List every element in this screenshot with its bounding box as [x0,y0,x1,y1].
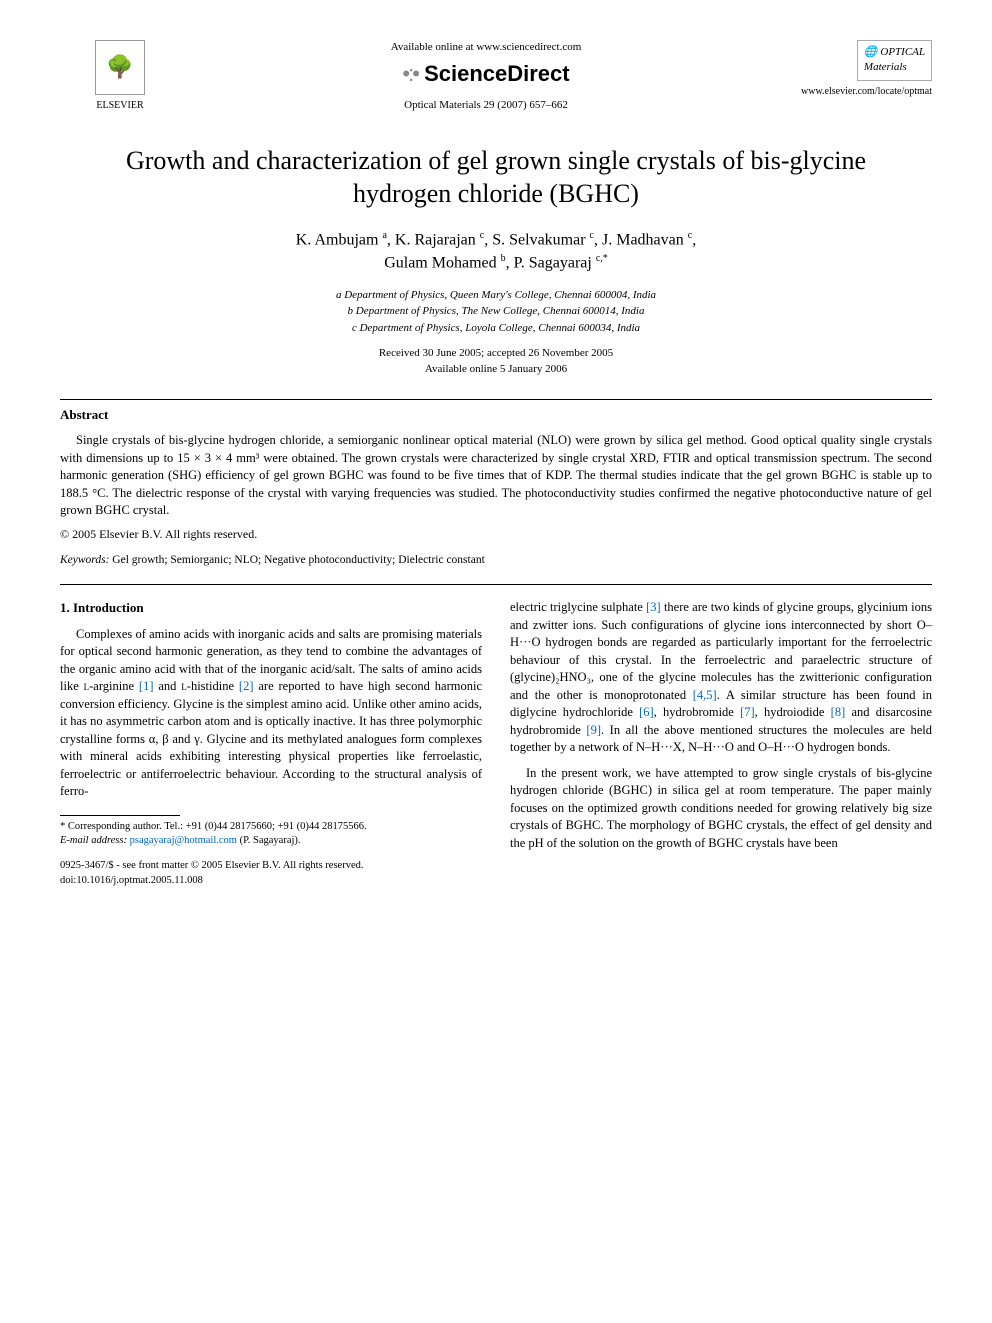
sd-dots-icon: •:• [402,61,418,86]
journal-logo-line2: Materials [864,61,907,73]
email-link[interactable]: psagayaraj@hotmail.com [130,835,237,846]
doi-block: 0925-3467/$ - see front matter © 2005 El… [60,859,482,888]
journal-logo-block: 🌐 OPTICAL Materials www.elsevier.com/loc… [792,40,932,99]
article-title: Growth and characterization of gel grown… [100,144,892,212]
affiliation-c: c Department of Physics, Loyola College,… [60,320,932,337]
intro-p2-right: In the present work, we have attempted t… [510,765,932,853]
email-line: E-mail address: psagayaraj@hotmail.com (… [60,834,482,849]
doi-line: doi:10.1016/j.optmat.2005.11.008 [60,874,482,889]
journal-citation: Optical Materials 29 (2007) 657–662 [180,98,792,113]
sciencedirect-logo: •:• ScienceDirect [180,59,792,90]
text-frag: and [153,679,181,693]
text-frag: electric triglycine sulphate [510,600,646,614]
left-column: 1. Introduction Complexes of amino acids… [60,599,482,888]
abstract-body: Single crystals of bis-glycine hydrogen … [60,432,932,520]
corresponding-author-footnote: * Corresponding author. Tel.: +91 (0)44 … [60,820,482,849]
affiliation-a: a Department of Physics, Queen Mary's Co… [60,287,932,304]
article-dates: Received 30 June 2005; accepted 26 Novem… [60,346,932,377]
affiliation-b: b Department of Physics, The New College… [60,303,932,320]
body-columns: 1. Introduction Complexes of amino acids… [60,599,932,888]
front-matter-line: 0925-3467/$ - see front matter © 2005 El… [60,859,482,874]
ref-link-8[interactable]: [8] [831,705,846,719]
ref-link-1[interactable]: [1] [139,679,154,693]
text-frag: , hydrobromide [654,705,740,719]
keywords-label: Keywords: [60,554,109,566]
affiliations: a Department of Physics, Queen Mary's Co… [60,287,932,337]
ref-link-2[interactable]: [2] [239,679,254,693]
right-column: electric triglycine sulphate [3] there a… [510,599,932,888]
available-online-text: Available online at www.sciencedirect.co… [180,40,792,55]
corr-author-line: * Corresponding author. Tel.: +91 (0)44 … [60,820,482,835]
text-frag: , hydroiodide [755,705,831,719]
page-header: 🌳 ELSEVIER Available online at www.scien… [60,40,932,114]
ref-link-6[interactable]: [6] [639,705,654,719]
email-label: E-mail address: [60,835,127,846]
available-online: Available online 5 January 2006 [60,362,932,377]
abstract-copyright: © 2005 Elsevier B.V. All rights reserved… [60,526,932,543]
intro-p1-right: electric triglycine sulphate [3] there a… [510,599,932,757]
abstract-heading: Abstract [60,406,932,424]
journal-logo-line1: OPTICAL [880,46,925,58]
intro-p1-left: Complexes of amino acids with inorganic … [60,626,482,801]
globe-icon: 🌐 [864,46,878,58]
sd-brand-text: ScienceDirect [424,61,570,86]
publisher-logo-block: 🌳 ELSEVIER [60,40,180,113]
footnote-rule [60,815,180,816]
ref-link-7[interactable]: [7] [740,705,755,719]
email-person: (P. Sagayaraj). [240,835,301,846]
text-frag: there are two kinds of glycine groups, g… [510,600,932,702]
keywords-text: Gel growth; Semiorganic; NLO; Negative p… [112,554,485,566]
ref-link-9[interactable]: [9] [586,723,601,737]
elsevier-tree-icon: 🌳 [95,40,145,95]
keywords-line: Keywords: Gel growth; Semiorganic; NLO; … [60,552,932,568]
locate-url: www.elsevier.com/locate/optmat [792,85,932,99]
text-frag: are reported to have high second harmoni… [60,679,482,798]
elsevier-logo: 🌳 ELSEVIER [60,40,180,113]
intro-heading: 1. Introduction [60,599,482,617]
ref-link-3[interactable]: [3] [646,600,661,614]
divider-bottom [60,584,932,585]
received-accepted: Received 30 June 2005; accepted 26 Novem… [60,346,932,361]
text-frag: -arginine [89,679,139,693]
ref-link-45[interactable]: [4,5] [693,688,717,702]
divider-top [60,399,932,400]
author-list: K. Ambujam a, K. Rajarajan c, S. Selvaku… [60,229,932,274]
optical-materials-logo: 🌐 OPTICAL Materials [857,40,932,81]
text-frag: -histidine [187,679,239,693]
publisher-name: ELSEVIER [60,99,180,113]
header-center: Available online at www.sciencedirect.co… [180,40,792,114]
